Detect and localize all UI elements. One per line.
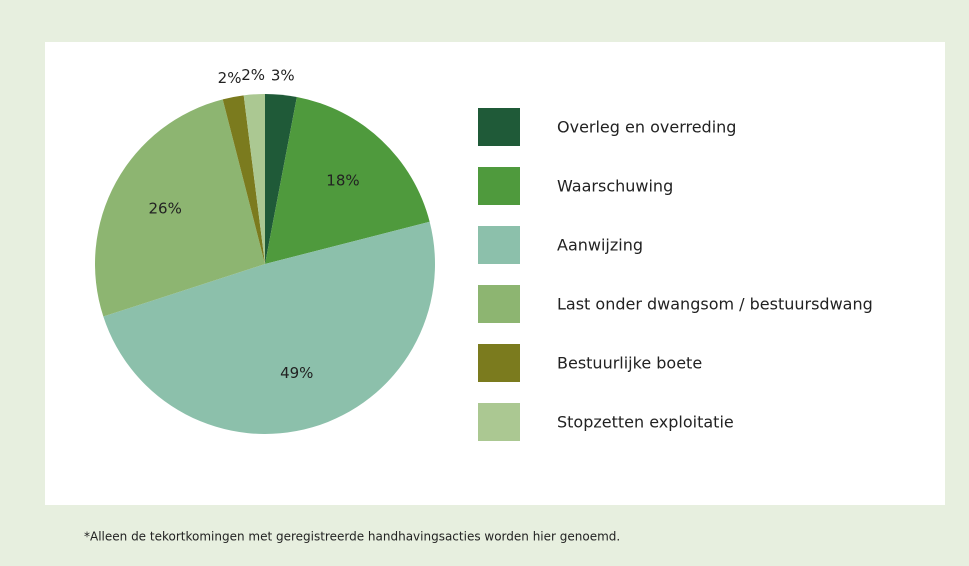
slice-label: 3% (271, 66, 295, 84)
legend-swatch (478, 344, 520, 382)
legend-label: Stopzetten exploitatie (557, 413, 734, 432)
pie-slice (94, 99, 265, 317)
pie-slice (103, 221, 436, 435)
pie-slice (243, 94, 265, 264)
legend-label: Aanwijzing (557, 236, 643, 255)
legend-label: Last onder dwangsom / bestuursdwang (557, 295, 873, 314)
pie-slice (265, 97, 430, 264)
legend-swatch (478, 226, 520, 264)
slice-label: 2% (241, 66, 265, 84)
footnote: *Alleen de tekortkomingen met geregistre… (84, 530, 620, 544)
legend-swatch (478, 403, 520, 441)
legend-swatch (478, 167, 520, 205)
legend-label: Waarschuwing (557, 177, 673, 196)
legend-swatch (478, 108, 520, 146)
slice-label: 2% (218, 69, 242, 87)
legend-swatch (478, 285, 520, 323)
pie-slice (222, 95, 265, 264)
legend-label: Overleg en overreding (557, 118, 736, 137)
slice-label: 18% (326, 171, 359, 189)
pie-slice (265, 94, 297, 264)
legend-label: Bestuurlijke boete (557, 354, 702, 373)
slice-label: 26% (149, 200, 182, 218)
slice-label: 49% (280, 364, 313, 382)
